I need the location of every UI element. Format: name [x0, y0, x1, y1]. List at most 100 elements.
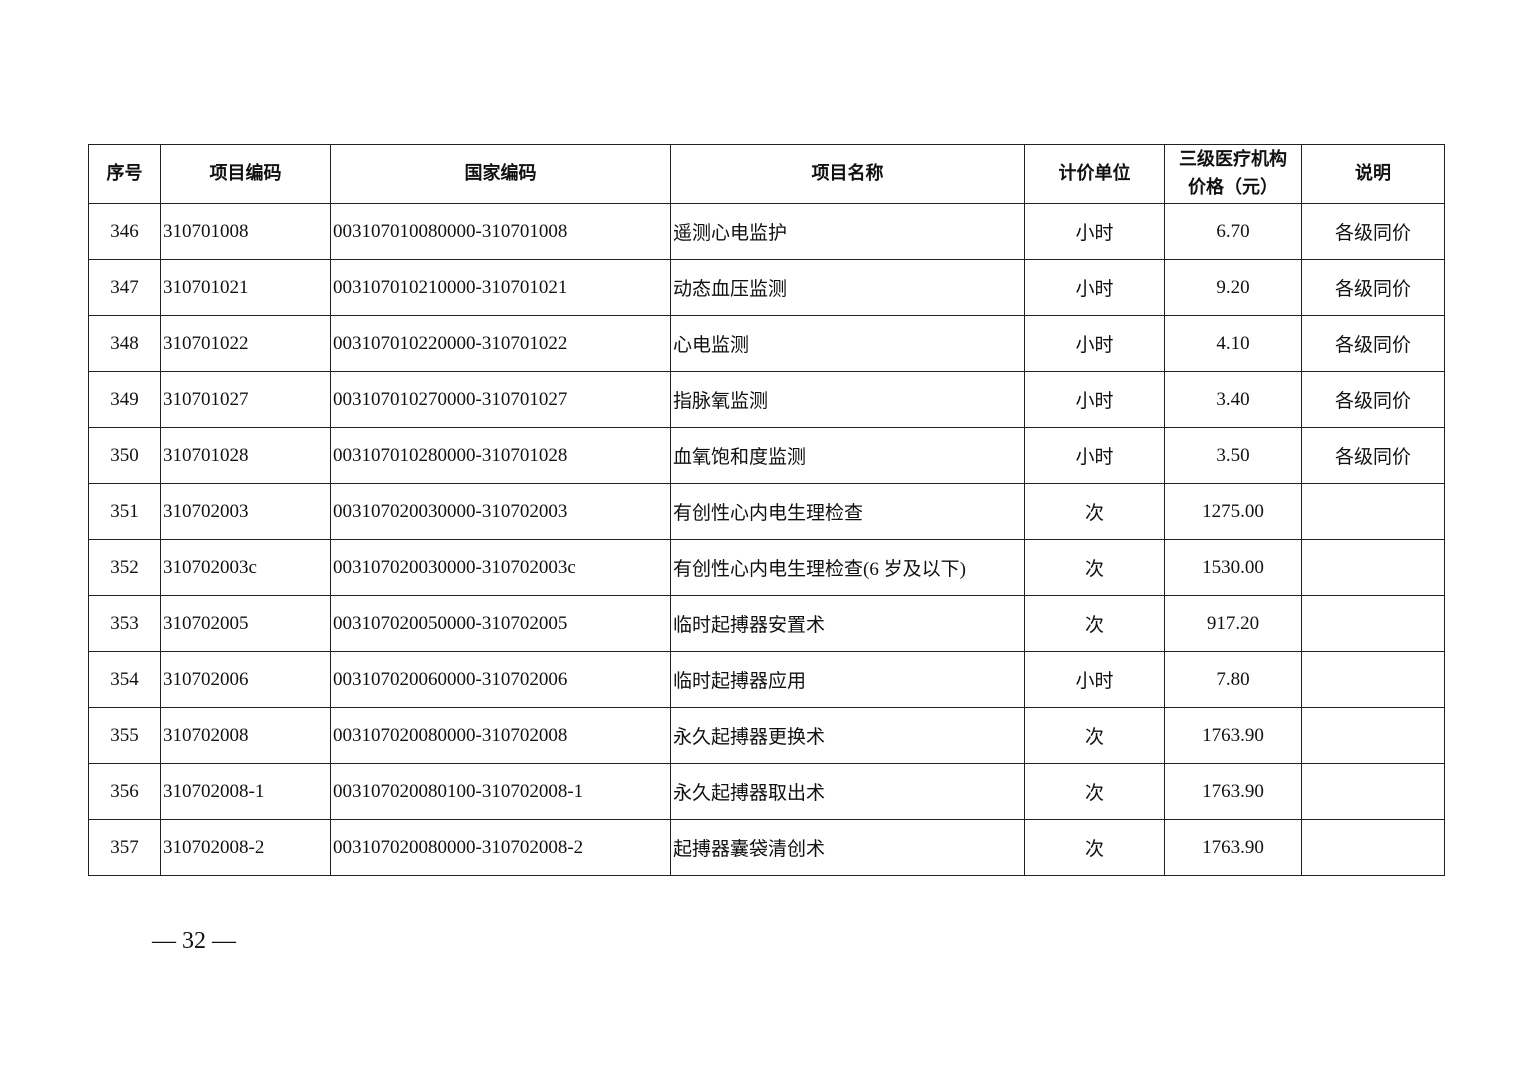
row-unit: 次 — [1024, 707, 1165, 764]
row-unit: 小时 — [1024, 651, 1165, 708]
row-name: 指脉氧监测 — [670, 371, 1025, 428]
row-no: 357 — [88, 819, 161, 876]
row-national-code: 003107020030000-310702003c — [330, 539, 671, 596]
row-code: 310702008-1 — [160, 763, 331, 820]
row-note: 各级同价 — [1301, 259, 1445, 316]
row-price: 1763.90 — [1164, 763, 1302, 820]
table-row: 350 310701028 003107010280000-310701028 血氧饱… — [88, 427, 1445, 484]
row-name: 永久起搏器更换术 — [670, 707, 1025, 764]
row-no: 346 — [88, 203, 161, 260]
row-no: 354 — [88, 651, 161, 708]
row-price: 1763.90 — [1164, 819, 1302, 876]
row-name: 心电监测 — [670, 315, 1025, 372]
row-name: 血氧饱和度监测 — [670, 427, 1025, 484]
row-code: 310702006 — [160, 651, 331, 708]
row-unit: 次 — [1024, 539, 1165, 596]
row-code: 310701008 — [160, 203, 331, 260]
table-row: 347 310701021 003107010210000-310701021 动态血… — [88, 259, 1445, 316]
row-price: 1530.00 — [1164, 539, 1302, 596]
row-national-code: 003107020080100-310702008-1 — [330, 763, 671, 820]
row-unit: 小时 — [1024, 371, 1165, 428]
row-name: 临时起搏器安置术 — [670, 595, 1025, 652]
row-note — [1301, 483, 1445, 540]
row-name: 永久起搏器取出术 — [670, 763, 1025, 820]
header-note: 说明 — [1301, 144, 1445, 204]
row-name: 有创性心内电生理检查(6 岁及以下) — [670, 539, 1025, 596]
price-table: 序号 项目编码 国家编码 项目名称 计价单位 三级医疗机构 价格（元） 说明 34… — [88, 144, 1445, 876]
header-name: 项目名称 — [670, 144, 1025, 204]
row-no: 355 — [88, 707, 161, 764]
row-national-code: 003107020030000-310702003 — [330, 483, 671, 540]
row-unit: 小时 — [1024, 315, 1165, 372]
page-number: — 32 — — [152, 928, 236, 954]
row-national-code: 003107020050000-310702005 — [330, 595, 671, 652]
row-note — [1301, 651, 1445, 708]
header-national-code: 国家编码 — [330, 144, 671, 204]
row-unit: 次 — [1024, 819, 1165, 876]
row-price: 3.50 — [1164, 427, 1302, 484]
table-row: 352 310702003c 003107020030000-310702003c 有… — [88, 539, 1445, 596]
table-row: 357 310702008-2 003107020080000-310702008-… — [88, 819, 1445, 876]
row-no: 350 — [88, 427, 161, 484]
row-national-code: 003107010210000-310701021 — [330, 259, 671, 316]
table-row: 351 310702003 003107020030000-310702003 有创性… — [88, 483, 1445, 540]
row-note: 各级同价 — [1301, 315, 1445, 372]
row-price: 1763.90 — [1164, 707, 1302, 764]
row-no: 356 — [88, 763, 161, 820]
row-price: 6.70 — [1164, 203, 1302, 260]
row-code: 310701027 — [160, 371, 331, 428]
header-unit: 计价单位 — [1024, 144, 1165, 204]
header-price-line1: 三级医疗机构 — [1179, 149, 1287, 170]
table-row: 349 310701027 003107010270000-310701027 指脉氧… — [88, 371, 1445, 428]
row-note — [1301, 819, 1445, 876]
row-national-code: 003107020080000-310702008 — [330, 707, 671, 764]
row-no: 352 — [88, 539, 161, 596]
header-price-line2: 价格（元） — [1188, 177, 1278, 198]
row-code: 310702003c — [160, 539, 331, 596]
row-unit: 次 — [1024, 483, 1165, 540]
row-price: 1275.00 — [1164, 483, 1302, 540]
row-unit: 小时 — [1024, 427, 1165, 484]
row-note — [1301, 707, 1445, 764]
row-code: 310702003 — [160, 483, 331, 540]
row-national-code: 003107010220000-310701022 — [330, 315, 671, 372]
row-unit: 小时 — [1024, 259, 1165, 316]
row-no: 353 — [88, 595, 161, 652]
row-national-code: 003107010270000-310701027 — [330, 371, 671, 428]
header-price: 三级医疗机构 价格（元） — [1164, 144, 1302, 204]
row-name: 遥测心电监护 — [670, 203, 1025, 260]
table-row: 356 310702008-1 003107020080100-310702008-… — [88, 763, 1445, 820]
row-no: 347 — [88, 259, 161, 316]
row-price: 9.20 — [1164, 259, 1302, 316]
row-code: 310702008-2 — [160, 819, 331, 876]
row-note: 各级同价 — [1301, 427, 1445, 484]
header-no: 序号 — [88, 144, 161, 204]
table-row: 346 310701008 003107010080000-310701008 遥测心… — [88, 203, 1445, 260]
row-note: 各级同价 — [1301, 203, 1445, 260]
row-unit: 次 — [1024, 763, 1165, 820]
table-header-row: 序号 项目编码 国家编码 项目名称 计价单位 三级医疗机构 价格（元） 说明 — [88, 144, 1445, 204]
row-no: 349 — [88, 371, 161, 428]
row-note — [1301, 763, 1445, 820]
row-price: 7.80 — [1164, 651, 1302, 708]
row-unit: 次 — [1024, 595, 1165, 652]
row-no: 351 — [88, 483, 161, 540]
row-name: 临时起搏器应用 — [670, 651, 1025, 708]
table-row: 354 310702006 003107020060000-310702006 临时起… — [88, 651, 1445, 708]
row-national-code: 003107010080000-310701008 — [330, 203, 671, 260]
row-national-code: 003107010280000-310701028 — [330, 427, 671, 484]
row-code: 310701022 — [160, 315, 331, 372]
row-price: 3.40 — [1164, 371, 1302, 428]
table-row: 353 310702005 003107020050000-310702005 临时起… — [88, 595, 1445, 652]
row-code: 310701028 — [160, 427, 331, 484]
row-national-code: 003107020080000-310702008-2 — [330, 819, 671, 876]
row-name: 起搏器囊袋清创术 — [670, 819, 1025, 876]
header-code: 项目编码 — [160, 144, 331, 204]
row-note: 各级同价 — [1301, 371, 1445, 428]
table-row: 355 310702008 003107020080000-310702008 永久起… — [88, 707, 1445, 764]
row-unit: 小时 — [1024, 203, 1165, 260]
row-note — [1301, 539, 1445, 596]
row-note — [1301, 595, 1445, 652]
row-price: 917.20 — [1164, 595, 1302, 652]
table-row: 348 310701022 003107010220000-310701022 心电监… — [88, 315, 1445, 372]
